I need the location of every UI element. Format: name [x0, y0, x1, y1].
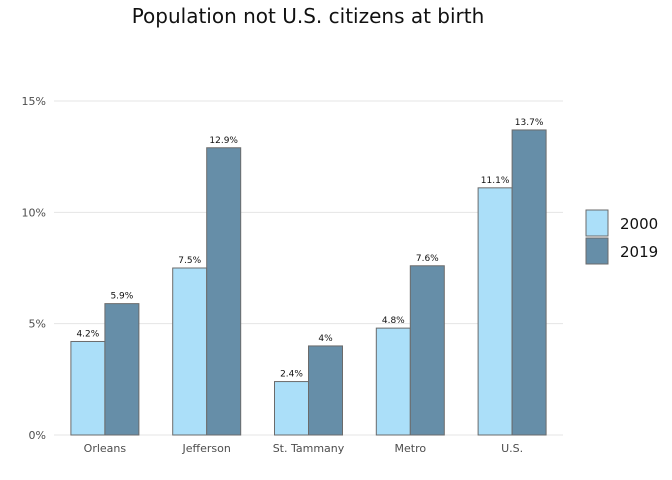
data-label: 12.9%: [209, 136, 238, 146]
bar-2000: [375, 327, 411, 436]
data-label: 4%: [318, 334, 333, 344]
bar-2000: [172, 267, 208, 436]
bar-2019: [308, 345, 343, 436]
data-label: 2.4%: [280, 370, 303, 380]
legend-swatch-2019: [585, 237, 609, 265]
bar-2019: [511, 129, 547, 436]
data-label: 5.9%: [110, 292, 133, 302]
x-tick-label: St. Tammany: [273, 442, 345, 455]
bar-2000: [274, 381, 309, 436]
data-label: 7.5%: [178, 256, 201, 266]
data-label: 4.2%: [76, 329, 99, 339]
data-label: 7.6%: [416, 254, 439, 264]
chart-title: Population not U.S. citizens at birth: [131, 4, 485, 28]
data-label: 11.1%: [481, 176, 510, 186]
legend-swatch-2000: [585, 209, 609, 237]
y-tick-label: 0%: [29, 429, 46, 442]
bar-2019: [409, 265, 445, 436]
y-tick-label: 5%: [29, 318, 46, 331]
y-tick-label: 10%: [22, 206, 46, 219]
legend-label: 2019: [620, 243, 658, 261]
x-tick-label: U.S.: [501, 442, 523, 455]
legend-label: 2000: [620, 215, 658, 233]
x-tick-label: Jefferson: [182, 442, 231, 455]
bar-2000: [70, 340, 106, 436]
y-tick-label: 15%: [22, 95, 46, 108]
x-tick-label: Metro: [395, 442, 427, 455]
data-label: 4.8%: [382, 316, 405, 326]
x-tick-label: Orleans: [84, 442, 127, 455]
bar-2000: [477, 187, 513, 436]
bar-2019: [206, 147, 242, 436]
bar-2019: [104, 303, 140, 436]
data-label: 13.7%: [515, 118, 544, 128]
